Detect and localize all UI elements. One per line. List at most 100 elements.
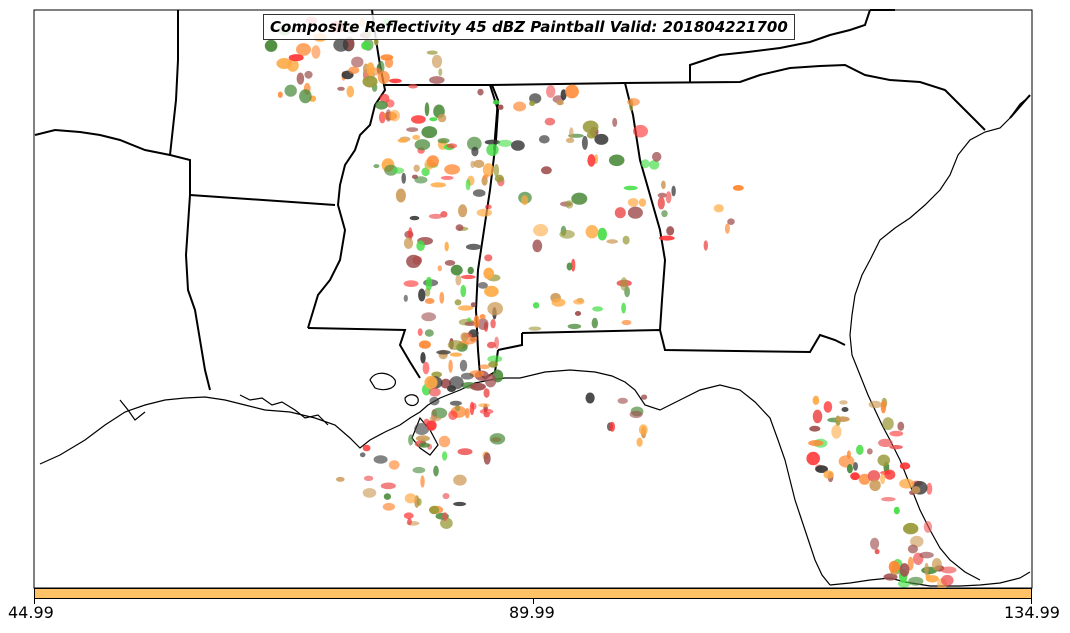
reflectivity-blob	[489, 433, 506, 445]
reflectivity-blob	[429, 76, 445, 84]
reflectivity-blob	[488, 361, 498, 368]
reflectivity-blob	[389, 109, 400, 122]
reflectivity-blob	[911, 486, 921, 494]
reflectivity-blob	[556, 100, 564, 106]
reflectivity-blob	[629, 410, 643, 419]
reflectivity-blob	[470, 302, 476, 308]
reflectivity-blob	[931, 558, 942, 571]
reflectivity-blob	[636, 437, 643, 447]
reflectivity-blob	[941, 574, 954, 586]
reflectivity-blob	[538, 135, 550, 144]
reflectivity-blob	[541, 166, 552, 175]
reflectivity-blob	[466, 317, 472, 323]
reflectivity-blob	[429, 505, 440, 515]
reflectivity-blob	[455, 224, 464, 232]
reflectivity-blob	[815, 465, 828, 473]
reflectivity-blob	[348, 66, 360, 74]
reflectivity-blob	[415, 435, 430, 442]
reflectivity-blob	[440, 175, 454, 180]
reflectivity-blob	[479, 314, 486, 320]
reflectivity-blob	[493, 164, 500, 177]
reflectivity-blob	[465, 179, 471, 191]
reflectivity-blob	[881, 497, 896, 502]
reflectivity-blob	[513, 101, 527, 112]
reflectivity-blob	[461, 274, 476, 280]
map-title: Composite Reflectivity 45 dBZ Paintball …	[263, 14, 795, 40]
reflectivity-blob	[846, 464, 853, 474]
reflectivity-blob	[657, 192, 667, 198]
colorbar-tick-label-min: 44.99	[8, 603, 54, 622]
reflectivity-blob	[284, 84, 297, 97]
reflectivity-blob	[470, 382, 486, 391]
reflectivity-blob	[532, 302, 540, 309]
reflectivity-blob	[853, 462, 858, 471]
reflectivity-blob	[490, 319, 496, 329]
reflectivity-blob	[638, 198, 647, 207]
reflectivity-blob	[442, 493, 450, 500]
reflectivity-blob	[476, 208, 492, 217]
reflectivity-blob	[866, 448, 873, 455]
reflectivity-blob	[591, 317, 598, 329]
reflectivity-blob	[638, 424, 648, 436]
reflectivity-blob	[621, 319, 632, 326]
reflectivity-blob	[418, 442, 431, 448]
map-frame	[33, 9, 1033, 589]
reflectivity-blob	[439, 291, 445, 304]
reflectivity-blob	[497, 104, 504, 110]
reflectivity-blob	[477, 318, 489, 330]
reflectivity-blob	[403, 237, 414, 249]
reflectivity-blobs	[264, 16, 957, 591]
reflectivity-blob	[812, 395, 820, 405]
reflectivity-blob	[627, 98, 640, 106]
reflectivity-blob	[459, 359, 468, 372]
reflectivity-blob	[417, 328, 423, 336]
reflectivity-blob	[471, 146, 479, 157]
reflectivity-blob	[406, 127, 419, 132]
reflectivity-blob	[586, 131, 597, 139]
colorbar-tick-right	[1031, 599, 1032, 604]
reflectivity-blob	[620, 277, 628, 291]
reflectivity-blob	[621, 302, 626, 314]
reflectivity-blob	[724, 223, 730, 234]
reflectivity-blob	[420, 475, 425, 488]
reflectivity-blob	[812, 409, 823, 424]
reflectivity-blob	[304, 70, 313, 79]
reflectivity-blob	[484, 285, 499, 297]
reflectivity-blob	[421, 126, 438, 139]
reflectivity-blob	[661, 180, 666, 190]
reflectivity-blob	[440, 378, 451, 389]
reflectivity-blob	[465, 243, 482, 250]
reflectivity-blob	[441, 451, 448, 461]
reflectivity-blob	[346, 85, 355, 98]
reflectivity-blob	[617, 397, 628, 404]
reflectivity-blob	[299, 89, 312, 104]
reflectivity-blob	[424, 375, 438, 390]
reflectivity-blob	[597, 227, 607, 241]
reflectivity-blob	[483, 452, 491, 465]
reflectivity-blob	[893, 506, 900, 515]
reflectivity-blob	[641, 159, 650, 169]
reflectivity-blob	[447, 385, 456, 392]
reflectivity-blob	[311, 45, 321, 59]
reflectivity-blob	[389, 78, 402, 84]
reflectivity-blob	[483, 267, 495, 280]
reflectivity-blob	[924, 562, 929, 576]
reflectivity-blob	[528, 326, 542, 331]
reflectivity-blob	[264, 39, 278, 52]
reflectivity-blob	[411, 115, 426, 124]
state-borders	[34, 9, 1031, 391]
reflectivity-blob	[418, 340, 431, 349]
reflectivity-blob	[416, 498, 422, 506]
reflectivity-blob	[569, 127, 574, 139]
reflectivity-blob	[429, 117, 438, 122]
reflectivity-blob	[882, 417, 894, 431]
reflectivity-blob	[482, 163, 494, 177]
reflectivity-blob	[880, 400, 887, 414]
reflectivity-blob	[494, 336, 499, 349]
reflectivity-blob	[487, 341, 496, 349]
reflectivity-blob	[362, 75, 378, 88]
reflectivity-blob	[438, 435, 451, 448]
reflectivity-blob	[652, 151, 662, 162]
reflectivity-blob	[565, 84, 579, 99]
reflectivity-blob	[377, 70, 390, 85]
